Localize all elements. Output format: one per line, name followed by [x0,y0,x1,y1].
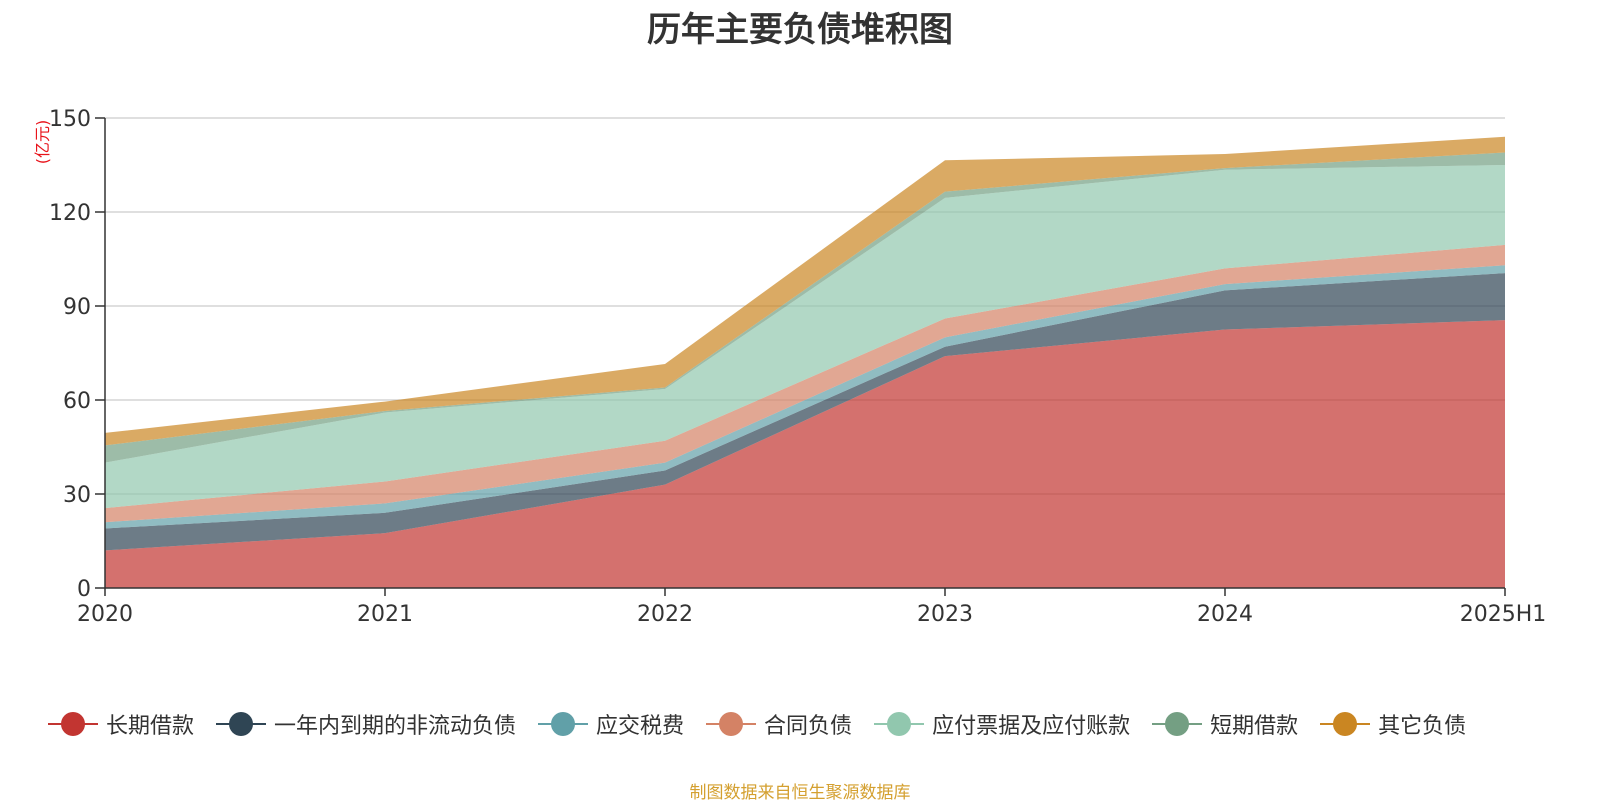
legend-label: 长期借款 [106,714,195,739]
legend-marker-dot [887,712,912,736]
legend-marker [706,710,757,738]
legend-item-4[interactable]: 应付票据及应付账款 [874,708,1130,740]
legend-item-6[interactable]: 其它负债 [1320,708,1466,740]
legend-item-0[interactable]: 长期借款 [48,708,194,740]
legend-marker-dot [551,712,576,736]
legend-item-1[interactable]: 一年内到期的非流动负债 [216,708,516,740]
legend-marker-dot [1165,712,1190,736]
legend-marker [216,710,267,738]
legend-marker-dot [719,712,744,736]
legend-marker-dot [1333,712,1358,736]
legend-marker [48,710,98,738]
legend-item-2[interactable]: 应交税费 [538,708,684,740]
area-series-5 [105,152,1505,463]
y-axis-unit-label: (亿元) [33,120,52,165]
area-series-1 [105,273,1505,551]
legend-label: 一年内到期的非流动负债 [274,714,517,739]
legend-marker [1152,710,1203,738]
chart-title: 历年主要负债堆积图 [647,10,953,50]
x-tick-label: 2025H1 [1460,602,1547,627]
area-series-4 [105,165,1505,509]
legend-marker [1320,710,1371,738]
area-series-0 [105,320,1505,588]
y-tick-label: 150 [49,107,91,132]
x-tick-label: 2023 [917,602,973,627]
y-tick-label: 30 [63,483,91,508]
y-tick-label: 90 [63,295,91,320]
legend-marker-dot [61,712,85,736]
legend-label: 其它负债 [1378,714,1467,739]
area-series-3 [105,244,1505,523]
x-tick-label: 2022 [637,602,693,627]
legend-label: 短期借款 [1210,714,1299,739]
x-tick-label: 2020 [77,602,133,627]
legend-marker-dot [229,712,254,736]
legend-label: 应交税费 [596,714,685,739]
x-tick-label: 2024 [1197,602,1253,627]
legend-item-5[interactable]: 短期借款 [1152,708,1298,740]
chart-legend: 长期借款 一年内到期的非流动负债 应交税费 合同负债 应付票据及应付账款 短期借款 其它负债 [48,704,1466,744]
legend-label: 合同负债 [764,714,853,739]
legend-item-3[interactable]: 合同负债 [706,708,852,740]
data-source-note: 制图数据来自恒生聚源数据库 [689,783,911,803]
y-tick-label: 60 [63,389,91,414]
y-tick-label: 0 [77,577,91,602]
legend-marker [874,710,925,738]
x-tick-label: 2021 [357,602,413,627]
legend-label: 应付票据及应付账款 [932,714,1131,739]
y-tick-label: 120 [49,201,91,226]
legend-marker [538,710,589,738]
